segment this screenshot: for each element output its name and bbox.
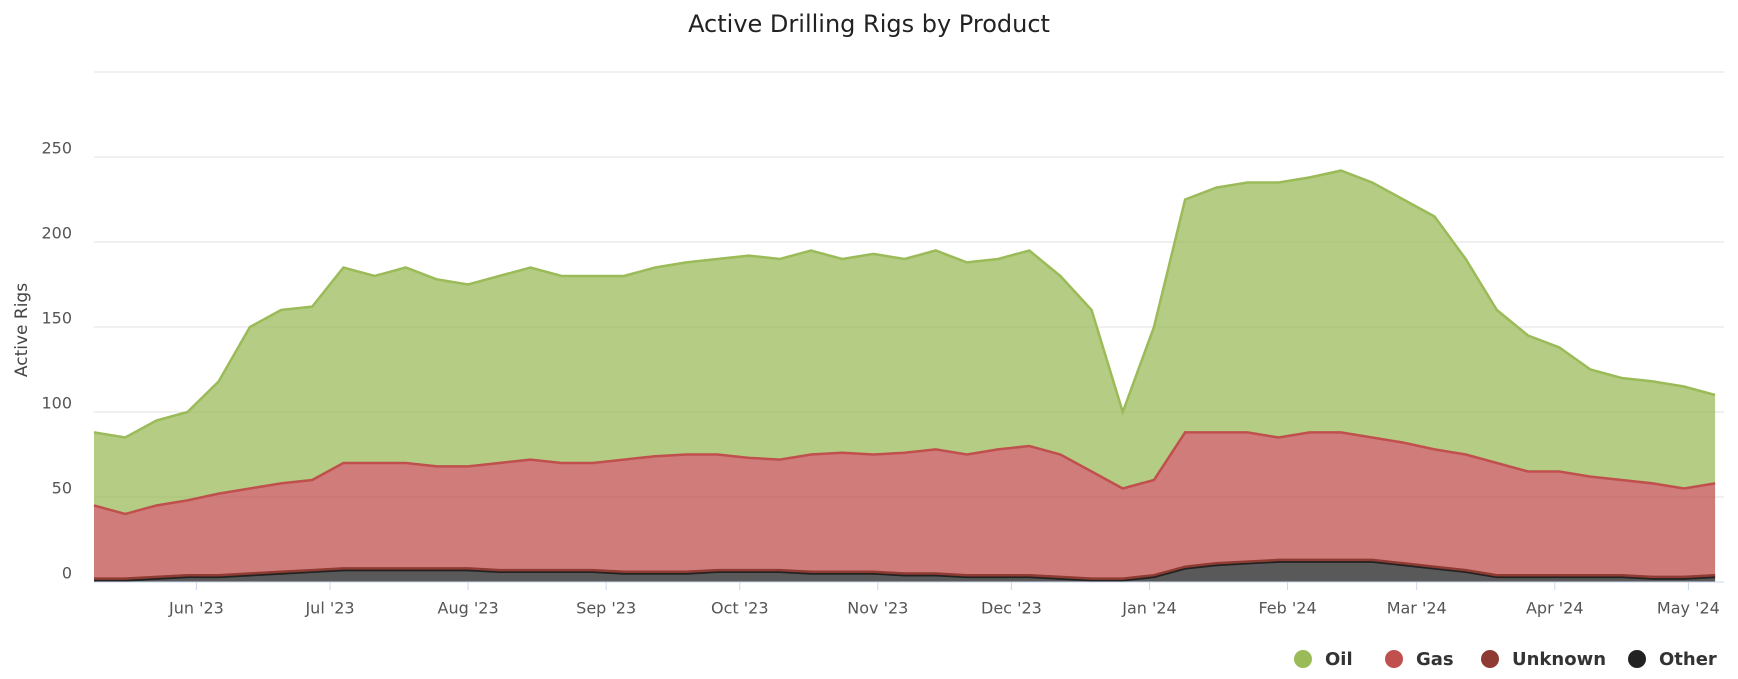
area-line [93,431,1716,516]
legend-label: Gas [1416,649,1454,670]
legend-marker [1481,650,1499,668]
legend-label: Oil [1325,649,1353,670]
y-tick-label: 250 [41,139,72,158]
x-tick-label: Sep '23 [576,599,636,618]
x-tick-label: Oct '23 [711,599,769,618]
area-line [93,169,1716,439]
x-tick-label: Nov '23 [847,599,908,618]
legend-marker [1628,650,1646,668]
legend-label: Unknown [1512,649,1606,670]
y-tick-label: 100 [41,394,72,413]
x-tick-label: Feb '24 [1258,599,1316,618]
x-tick-label: May '24 [1657,599,1720,618]
x-tick-label: Jul '23 [304,599,354,618]
x-tick-label: Jun '23 [168,599,224,618]
x-tick-label: Apr '24 [1526,599,1584,618]
legend-label: Other [1659,649,1717,670]
y-tick-label: 200 [41,224,72,243]
x-tick-label: Jan '24 [1121,599,1177,618]
area-line [94,558,1716,580]
y-tick-label: 50 [52,479,72,498]
y-axis-label: Active Rigs [12,283,32,377]
chart-title: Active Drilling Rigs by Product [688,10,1050,38]
y-tick-label: 0 [62,564,72,583]
area-fill [94,432,1716,579]
area-fill [94,170,1716,514]
legend-marker [1385,650,1403,668]
y-tick-label: 150 [41,309,72,328]
legend-marker [1294,650,1312,668]
x-tick-label: Mar '24 [1387,599,1447,618]
x-tick-label: Aug '23 [438,599,499,618]
area-line [94,560,1716,582]
x-tick-label: Dec '23 [981,599,1042,618]
area-fill [94,561,1716,582]
